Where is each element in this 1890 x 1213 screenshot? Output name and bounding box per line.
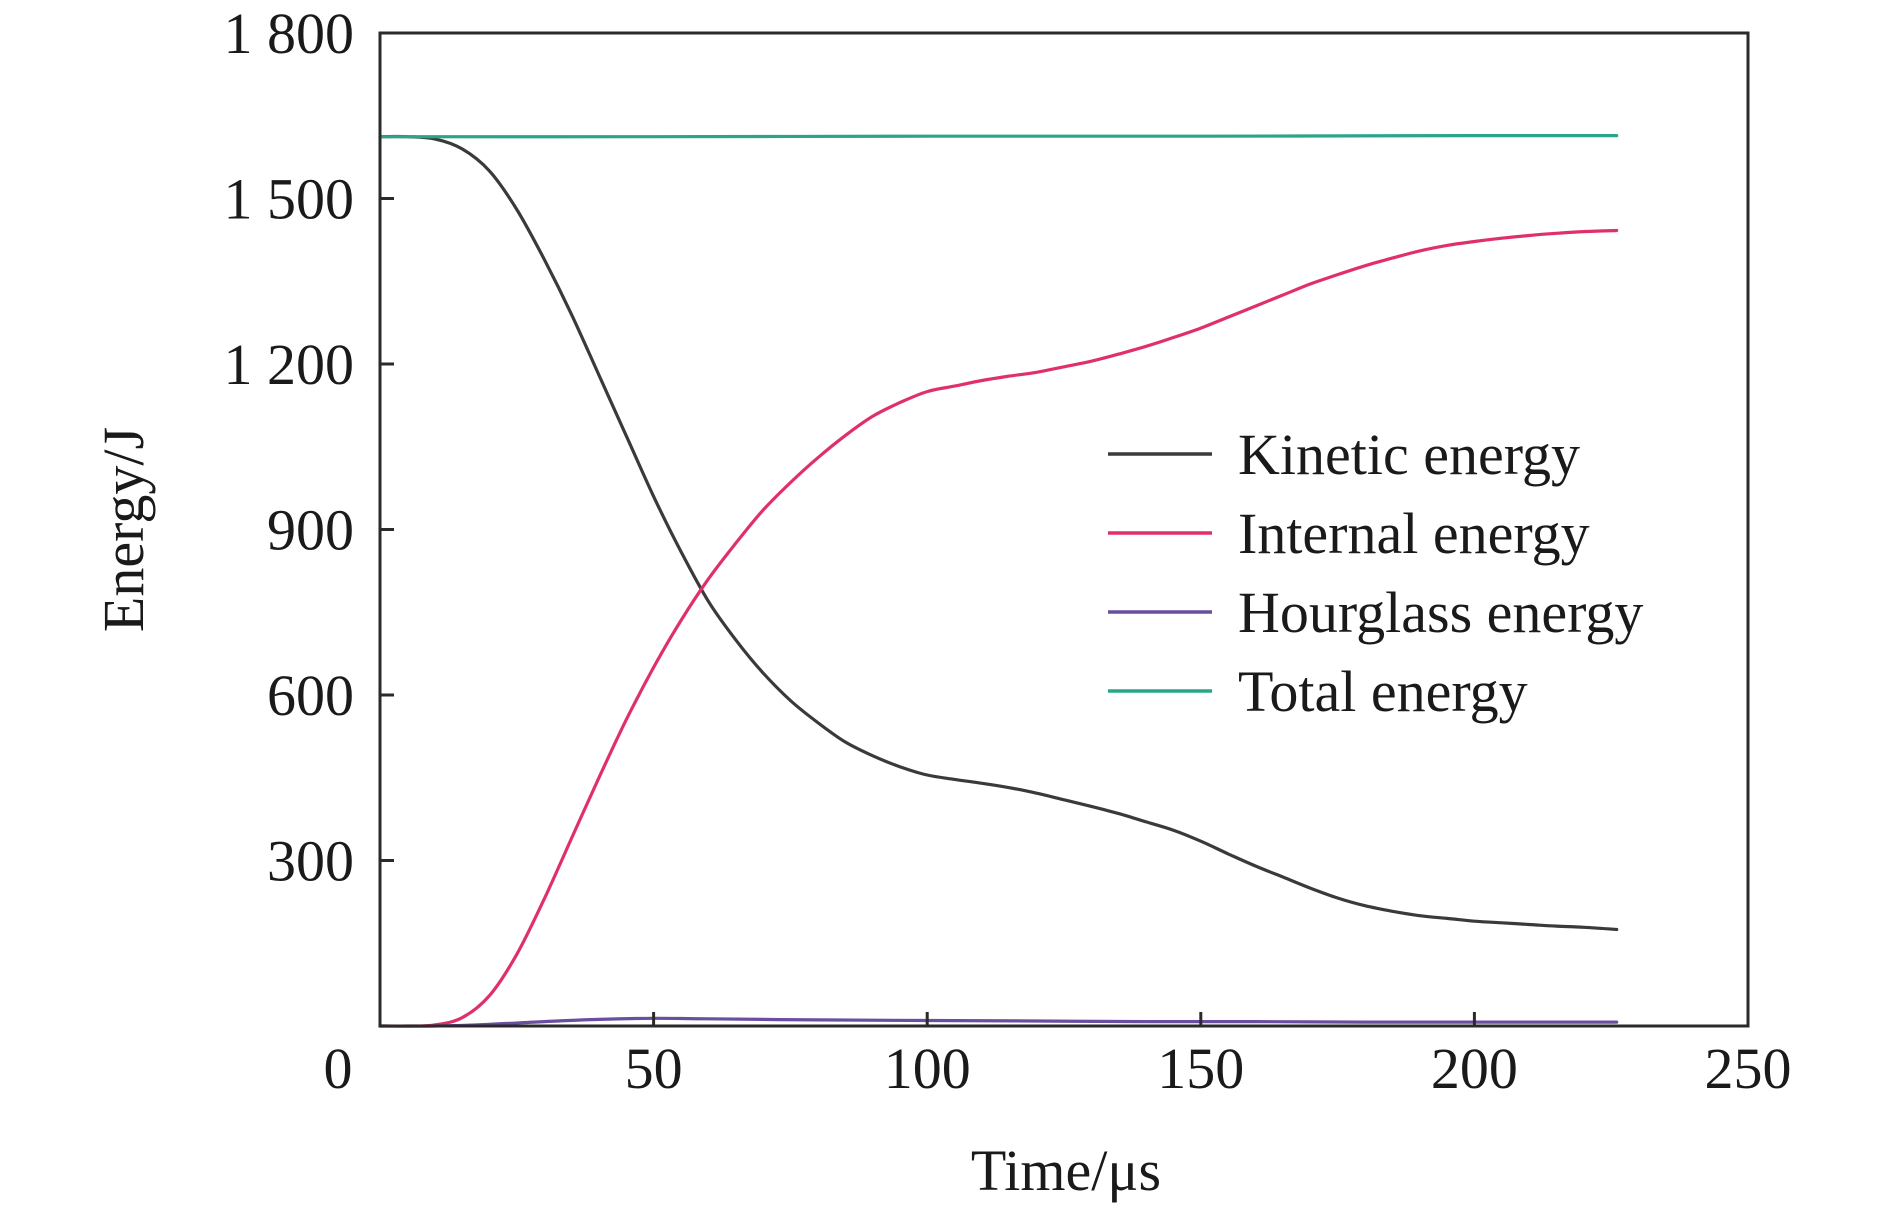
x-axis-title: Time/μs bbox=[971, 1138, 1161, 1203]
legend: Kinetic energy Internal energy Hourglass e… bbox=[1108, 422, 1643, 724]
x-tick-label: 150 bbox=[1157, 1036, 1244, 1101]
series-line-total-energy bbox=[378, 133, 1619, 139]
legend-label: Hourglass energy bbox=[1238, 580, 1643, 645]
y-tick-label: 1 200 bbox=[224, 332, 355, 397]
series-line-hourglass-energy bbox=[378, 1016, 1619, 1028]
y-axis-title: Energy/J bbox=[91, 427, 156, 632]
y-axis: 300 600 900 1 200 1 500 1 800 bbox=[224, 1, 394, 894]
x-tick-label: 200 bbox=[1431, 1036, 1518, 1101]
x-axis: 0 50 100 150 200 250 bbox=[324, 1012, 1792, 1101]
series-layer bbox=[378, 133, 1619, 1028]
legend-label: Total energy bbox=[1238, 659, 1528, 724]
y-tick-label: 600 bbox=[267, 663, 354, 728]
legend-label: Internal energy bbox=[1238, 501, 1590, 566]
x-tick-label: 50 bbox=[625, 1036, 683, 1101]
series-line-internal-energy bbox=[378, 228, 1619, 1028]
x-tick-label: 250 bbox=[1705, 1036, 1792, 1101]
series-line-kinetic-energy bbox=[378, 134, 1619, 932]
legend-label: Kinetic energy bbox=[1238, 422, 1580, 487]
y-tick-label: 1 500 bbox=[224, 167, 355, 232]
x-tick-label: 100 bbox=[884, 1036, 971, 1101]
y-tick-label: 900 bbox=[267, 498, 354, 563]
y-tick-label: 300 bbox=[267, 829, 354, 894]
x-tick-label: 0 bbox=[324, 1036, 353, 1101]
y-tick-label: 1 800 bbox=[224, 1, 355, 66]
